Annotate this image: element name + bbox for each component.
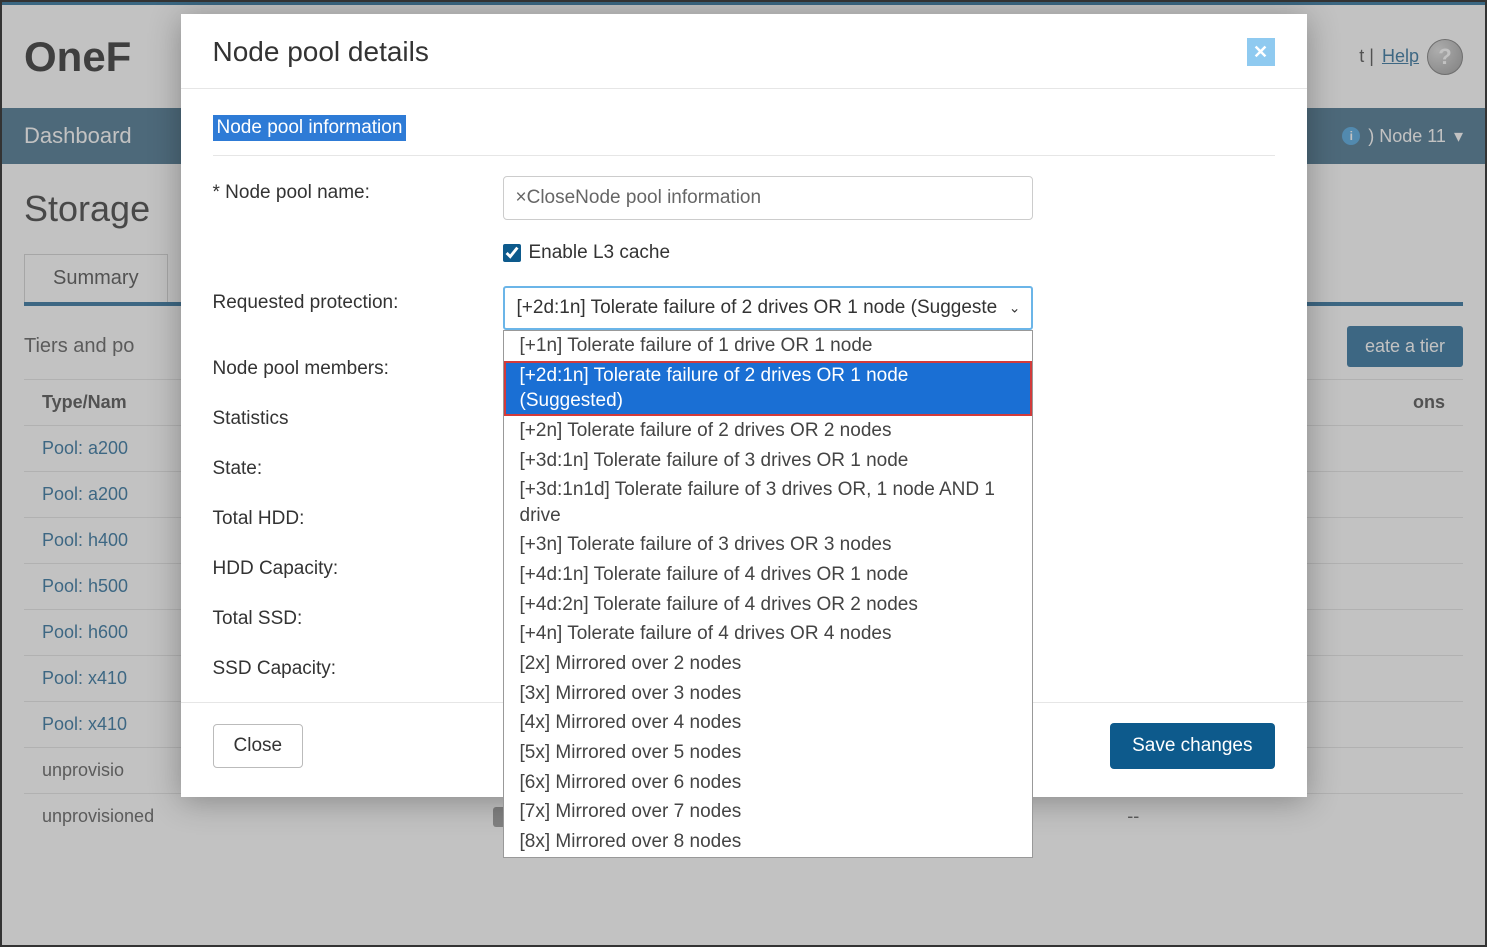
node-pool-modal: Node pool details ✕ Node pool informatio… [181, 14, 1307, 797]
protection-dropdown: [+1n] Tolerate failure of 1 drive OR 1 n… [503, 330, 1033, 858]
l3cache-checkbox[interactable] [503, 244, 521, 262]
label-statistics: Statistics [213, 402, 503, 430]
protection-option[interactable]: [8x] Mirrored over 8 nodes [504, 827, 1032, 857]
modal-body: Node pool information * Node pool name: … [181, 89, 1307, 680]
protection-option[interactable]: [+3d:1n1d] Tolerate failure of 3 drives … [504, 475, 1032, 530]
protection-option[interactable]: [7x] Mirrored over 7 nodes [504, 797, 1032, 827]
label-members: Node pool members: [213, 352, 503, 380]
save-button[interactable]: Save changes [1110, 723, 1274, 769]
close-icon: ✕ [1253, 42, 1268, 63]
label-state: State: [213, 452, 503, 480]
protection-option[interactable]: [+4d:2n] Tolerate failure of 4 drives OR… [504, 590, 1032, 620]
label-total-hdd: Total HDD: [213, 502, 503, 530]
protection-option[interactable]: [+1n] Tolerate failure of 1 drive OR 1 n… [504, 331, 1032, 361]
label-pool-name: * Node pool name: [213, 176, 503, 204]
protection-option[interactable]: [6x] Mirrored over 6 nodes [504, 768, 1032, 798]
close-button[interactable]: Close [213, 724, 304, 768]
protection-select[interactable]: [+2d:1n] Tolerate failure of 2 drives OR… [503, 286, 1033, 330]
row-l3cache: Enable L3 cache [213, 242, 1275, 264]
protection-option[interactable]: [+2n] Tolerate failure of 2 drives OR 2 … [504, 416, 1032, 446]
pool-name-input[interactable] [503, 176, 1033, 220]
chevron-down-icon: ⌄ [1009, 300, 1021, 317]
section-header: Node pool information [213, 115, 407, 141]
section-rule [213, 155, 1275, 156]
protection-option[interactable]: [5x] Mirrored over 5 nodes [504, 738, 1032, 768]
label-hdd-capacity: HDD Capacity: [213, 552, 503, 580]
protection-option[interactable]: [+4d:1n] Tolerate failure of 4 drives OR… [504, 560, 1032, 590]
modal-title: Node pool details [213, 36, 429, 68]
protection-selected-text: [+2d:1n] Tolerate failure of 2 drives OR… [517, 297, 998, 319]
label-total-ssd: Total SSD: [213, 602, 503, 630]
protection-option[interactable]: [2x] Mirrored over 2 nodes [504, 649, 1032, 679]
l3cache-checkbox-row[interactable]: Enable L3 cache [503, 242, 1275, 264]
label-ssd-capacity: SSD Capacity: [213, 652, 503, 680]
protection-option[interactable]: [+3d:1n] Tolerate failure of 3 drives OR… [504, 446, 1032, 476]
protection-option[interactable]: [+4n] Tolerate failure of 4 drives OR 4 … [504, 619, 1032, 649]
modal-header: Node pool details ✕ [181, 14, 1307, 89]
protection-option[interactable]: [+3n] Tolerate failure of 3 drives OR 3 … [504, 530, 1032, 560]
protection-option[interactable]: [3x] Mirrored over 3 nodes [504, 679, 1032, 709]
row-protection: Requested protection: [+2d:1n] Tolerate … [213, 286, 1275, 330]
row-pool-name: * Node pool name: [213, 176, 1275, 220]
protection-option[interactable]: [4x] Mirrored over 4 nodes [504, 708, 1032, 738]
modal-overlay: Node pool details ✕ Node pool informatio… [0, 0, 1487, 947]
modal-close-button[interactable]: ✕ [1247, 38, 1275, 66]
l3cache-label: Enable L3 cache [529, 242, 671, 264]
label-protection: Requested protection: [213, 286, 503, 314]
protection-option[interactable]: [+2d:1n] Tolerate failure of 2 drives OR… [504, 361, 1032, 416]
